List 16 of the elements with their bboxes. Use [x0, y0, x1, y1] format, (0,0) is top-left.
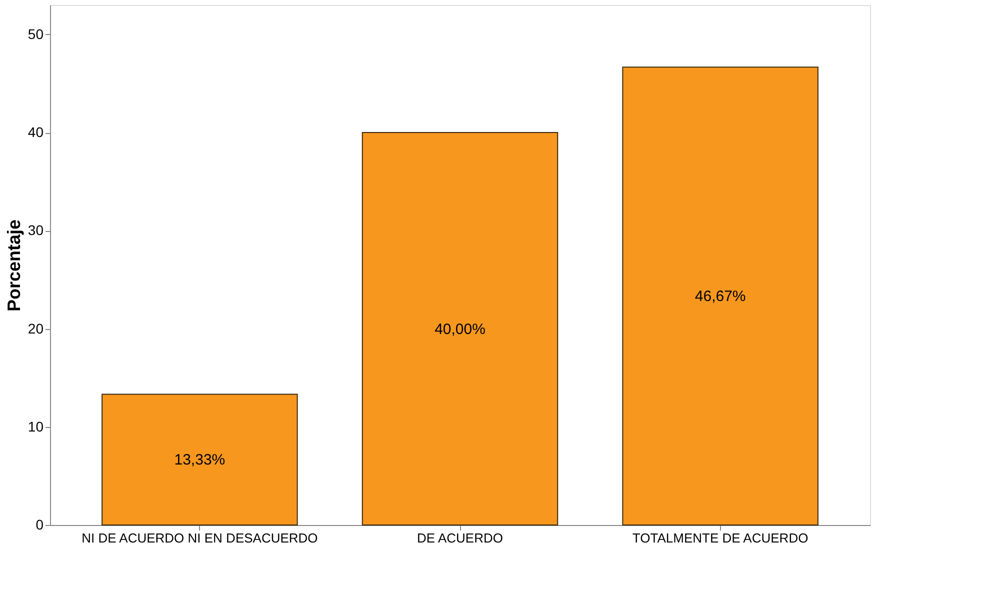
y-axis-title: Porcentaje	[4, 219, 24, 312]
y-tick-label: 0	[36, 516, 44, 532]
y-tick-label: 50	[28, 26, 44, 42]
x-tick-label: DE ACUERDO	[417, 530, 503, 546]
y-tick-label: 40	[28, 124, 44, 140]
data-label: 40,00%	[434, 320, 486, 338]
data-label: 13,33%	[174, 452, 226, 469]
y-tick-label: 30	[28, 222, 44, 238]
y-tick-label: 10	[28, 418, 44, 434]
bar	[362, 132, 558, 526]
bar	[102, 394, 298, 526]
bar	[622, 66, 818, 526]
y-tick-label: 20	[28, 320, 44, 336]
x-tick-label: NI DE ACUERDO NI EN DESACUERDO	[82, 530, 318, 546]
x-tick-label: TOTALMENTE DE ACUERDO	[632, 530, 808, 546]
data-label: 46,67%	[694, 288, 746, 306]
